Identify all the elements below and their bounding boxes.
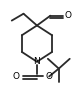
Text: O: O bbox=[46, 72, 53, 81]
Text: O: O bbox=[65, 11, 72, 20]
Text: O: O bbox=[12, 72, 19, 81]
Text: N: N bbox=[34, 57, 40, 66]
